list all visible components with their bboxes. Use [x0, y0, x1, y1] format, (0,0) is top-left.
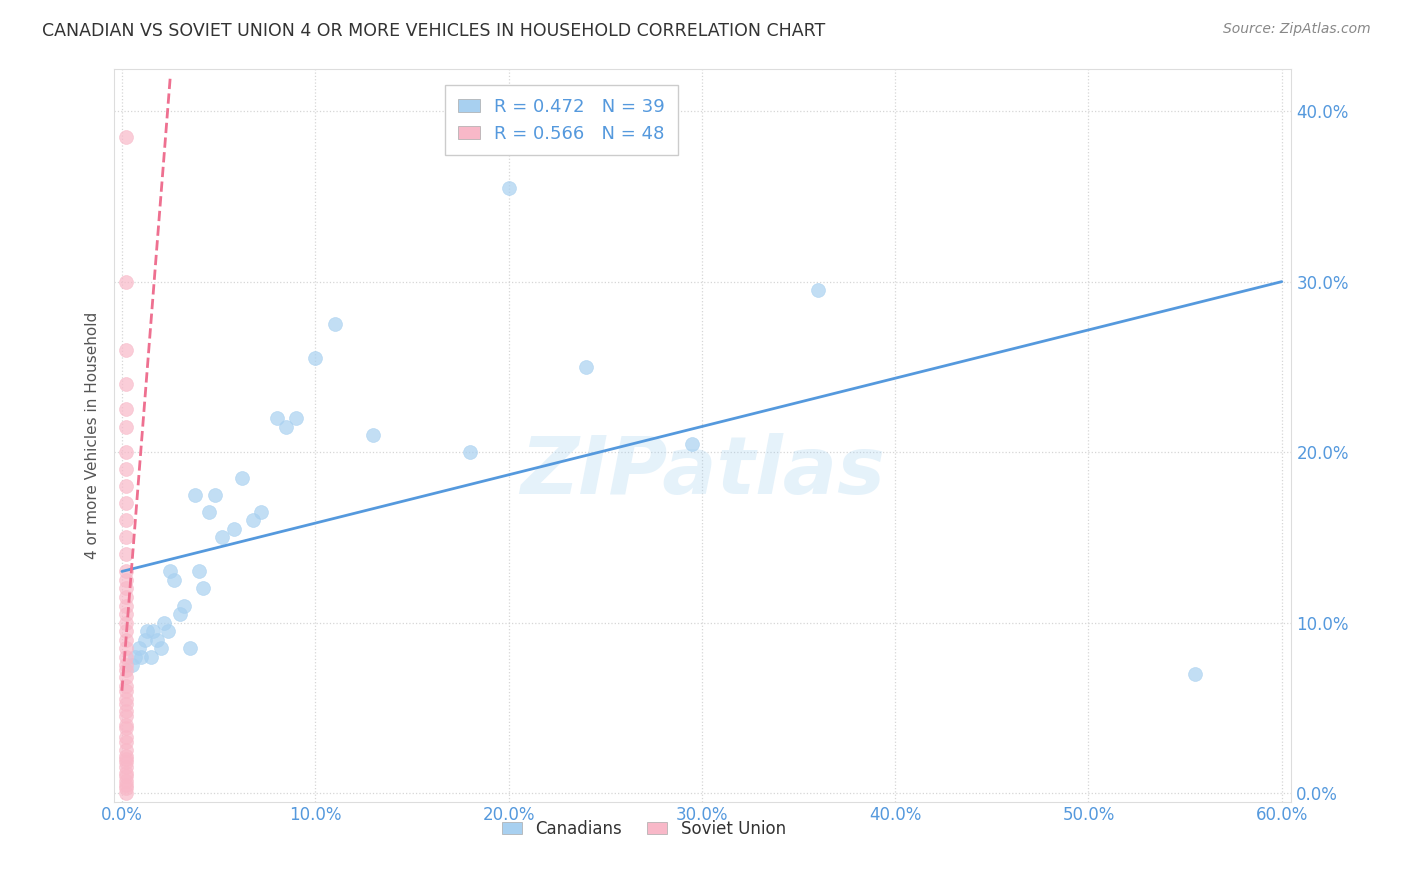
Point [114, 752, 136, 766]
Point [136, 624, 159, 639]
Point [114, 376, 136, 391]
Point [114, 774, 136, 789]
Point [114, 565, 136, 579]
Point [458, 445, 481, 459]
Point [114, 275, 136, 289]
Point [114, 607, 136, 621]
Point [304, 351, 326, 366]
Point [163, 573, 186, 587]
Point [129, 649, 152, 664]
Point [114, 735, 136, 749]
Point [276, 419, 298, 434]
Point [114, 765, 136, 780]
Point [169, 607, 191, 621]
Point [242, 513, 264, 527]
Point [204, 488, 226, 502]
Point [184, 488, 207, 502]
Point [222, 522, 245, 536]
Text: ZIPatlas: ZIPatlas [520, 433, 886, 511]
Point [159, 565, 181, 579]
Point [124, 649, 146, 664]
Point [361, 428, 384, 442]
Point [250, 505, 273, 519]
Point [173, 599, 195, 613]
Point [114, 760, 136, 774]
Y-axis label: 4 or more Vehicles in Household: 4 or more Vehicles in Household [86, 311, 100, 558]
Point [114, 670, 136, 684]
Point [114, 343, 136, 357]
Point [114, 573, 136, 587]
Point [114, 599, 136, 613]
Point [266, 411, 288, 425]
Point [142, 624, 165, 639]
Point [807, 283, 830, 297]
Point [153, 615, 176, 630]
Point [191, 582, 214, 596]
Point [157, 624, 180, 639]
Point [114, 698, 136, 712]
Point [114, 641, 136, 656]
Point [198, 505, 221, 519]
Point [114, 769, 136, 783]
Point [128, 641, 150, 656]
Point [114, 709, 136, 723]
Point [121, 658, 143, 673]
Point [114, 530, 136, 544]
Point [114, 402, 136, 417]
Point [179, 641, 201, 656]
Point [114, 632, 136, 647]
Point [114, 692, 136, 706]
Point [114, 479, 136, 493]
Point [114, 756, 136, 770]
Point [114, 748, 136, 763]
Point [114, 513, 136, 527]
Point [114, 743, 136, 757]
Point [231, 471, 253, 485]
Point [114, 129, 136, 144]
Point [284, 411, 307, 425]
Point [1184, 666, 1206, 681]
Point [188, 565, 211, 579]
Point [323, 317, 346, 331]
Point [114, 658, 136, 673]
Point [681, 436, 703, 450]
Point [114, 786, 136, 800]
Point [114, 582, 136, 596]
Point [114, 778, 136, 792]
Point [114, 721, 136, 735]
Point [114, 679, 136, 693]
Point [114, 496, 136, 510]
Point [114, 730, 136, 744]
Point [134, 632, 156, 647]
Point [575, 359, 598, 374]
Point [114, 683, 136, 698]
Point [149, 641, 172, 656]
Point [498, 181, 520, 195]
Point [211, 530, 233, 544]
Point [114, 445, 136, 459]
Point [114, 624, 136, 639]
Text: CANADIAN VS SOVIET UNION 4 OR MORE VEHICLES IN HOUSEHOLD CORRELATION CHART: CANADIAN VS SOVIET UNION 4 OR MORE VEHIC… [42, 22, 825, 40]
Point [114, 649, 136, 664]
Legend: Canadians, Soviet Union: Canadians, Soviet Union [495, 814, 793, 845]
Point [114, 462, 136, 476]
Point [114, 419, 136, 434]
Text: Source: ZipAtlas.com: Source: ZipAtlas.com [1223, 22, 1371, 37]
Point [114, 548, 136, 562]
Point [114, 663, 136, 677]
Point [114, 718, 136, 732]
Point [114, 704, 136, 718]
Point [139, 649, 162, 664]
Point [114, 590, 136, 604]
Point [145, 632, 167, 647]
Point [114, 780, 136, 795]
Point [114, 615, 136, 630]
